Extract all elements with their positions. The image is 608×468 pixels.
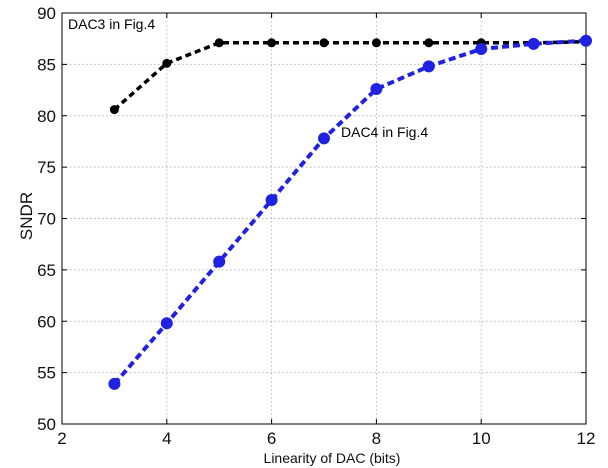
y-tick-label: 50 bbox=[37, 415, 56, 434]
series-2-point bbox=[160, 317, 173, 330]
annotation-dac4: DAC4 in Fig.4 bbox=[341, 124, 428, 140]
annotation-dac3: DAC3 in Fig.4 bbox=[68, 16, 155, 32]
y-tick-label: 55 bbox=[37, 364, 56, 383]
series-1-point bbox=[319, 38, 329, 48]
x-tick-label: 12 bbox=[577, 429, 596, 448]
series-1-point bbox=[109, 105, 119, 115]
series-2-point bbox=[527, 37, 540, 50]
series-1-point bbox=[162, 58, 172, 68]
series-2-point bbox=[108, 377, 121, 390]
x-tick-label: 2 bbox=[57, 429, 66, 448]
y-axis-label: SNDR bbox=[17, 192, 36, 240]
data-series bbox=[108, 34, 592, 390]
series-2-point bbox=[475, 42, 488, 55]
series-2-line bbox=[112, 38, 587, 386]
axis-ticks: 2 4 6 8 10 12 50 55 60 65 70 75 80 85 90 bbox=[37, 4, 595, 448]
series-2-point bbox=[265, 194, 278, 207]
y-tick-label: 70 bbox=[37, 210, 56, 229]
grid-lines bbox=[62, 13, 586, 424]
series-2-point bbox=[422, 60, 435, 73]
series-2-point bbox=[370, 83, 383, 96]
series-1-point bbox=[424, 38, 434, 48]
x-tick-label: 10 bbox=[472, 429, 491, 448]
series-2 bbox=[108, 34, 592, 390]
y-tick-label: 80 bbox=[37, 107, 56, 126]
x-tick-label: 8 bbox=[372, 429, 381, 448]
series-2-point bbox=[318, 132, 330, 145]
series-1-line bbox=[113, 40, 587, 111]
series-1-point bbox=[371, 38, 381, 48]
x-axis-label: Linearity of DAC (bits) bbox=[264, 450, 401, 466]
x-tick-label: 4 bbox=[162, 429, 171, 448]
y-tick-label: 75 bbox=[37, 158, 56, 177]
y-tick-label: 90 bbox=[37, 4, 56, 23]
y-tick-label: 60 bbox=[37, 312, 56, 331]
series-1-point bbox=[267, 38, 277, 48]
x-tick-label: 6 bbox=[267, 429, 276, 448]
y-tick-label: 65 bbox=[37, 261, 56, 280]
series-2-point bbox=[580, 34, 592, 47]
series-1-point bbox=[214, 38, 224, 48]
y-tick-label: 85 bbox=[37, 55, 56, 74]
series-2-point bbox=[213, 255, 226, 268]
